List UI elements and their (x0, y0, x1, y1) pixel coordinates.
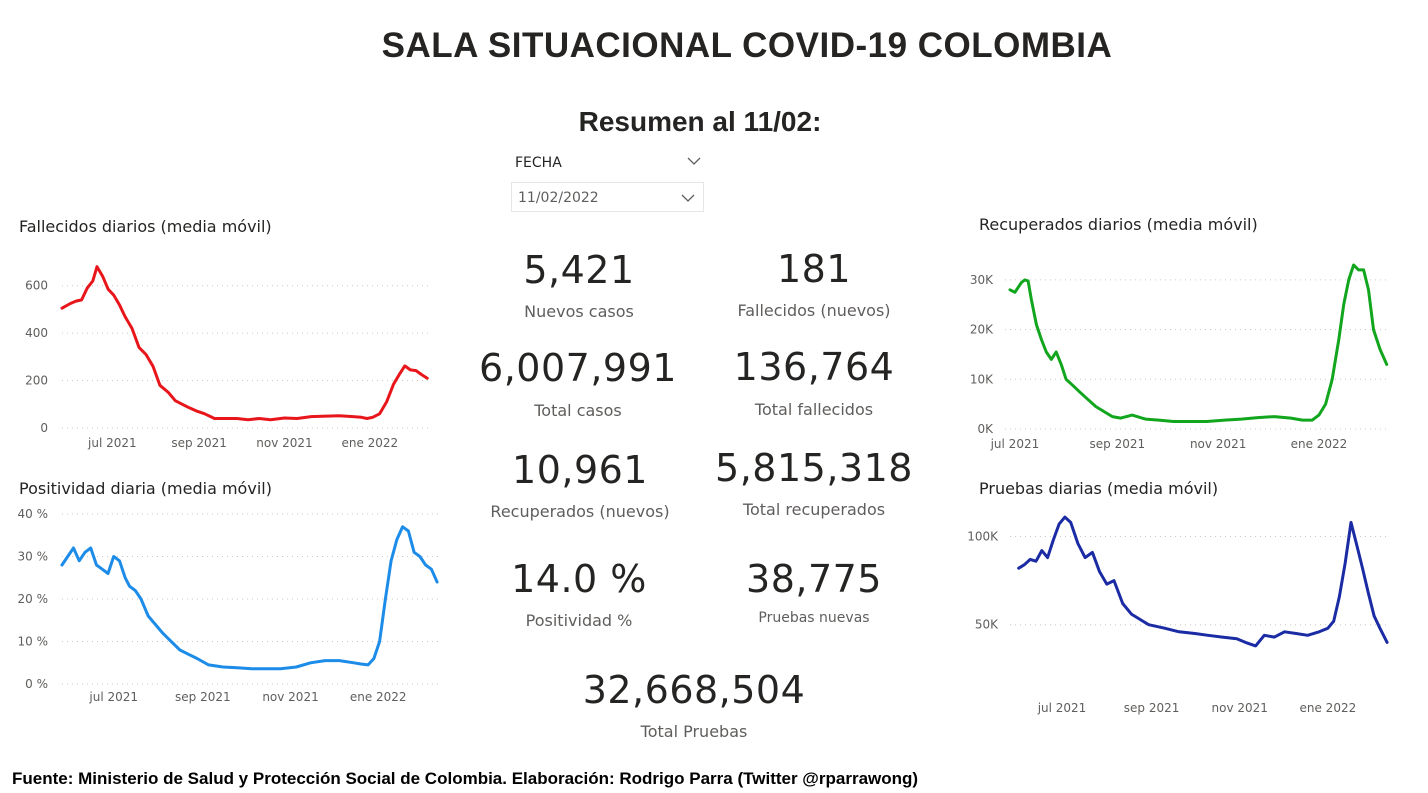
kpi-positividad-label: Positividad % (525, 611, 633, 630)
x-tick-label: sep 2021 (1090, 437, 1146, 451)
y-tick-label: 600 (25, 279, 48, 293)
x-tick-label: ene 2022 (1291, 437, 1348, 451)
x-tick-label: ene 2022 (350, 690, 407, 704)
series-line (1017, 515, 1389, 648)
x-tick-label: nov 2021 (256, 436, 312, 450)
y-tick-label: 0 % (25, 677, 48, 691)
kpi-total-pruebas-label: Total Pruebas (640, 722, 748, 741)
date-slicer-label: FECHA (515, 155, 562, 171)
kpi-pruebas-nuevas-value: 38,775 (746, 557, 882, 601)
x-tick-label: jul 2021 (87, 436, 137, 450)
kpi-total-fallecidos-label: Total fallecidos (754, 400, 874, 419)
x-tick-label: jul 2021 (1037, 701, 1087, 715)
chart-title-recuperados: Recuperados diarios (media móvil) (979, 215, 1258, 234)
kpi-total-recuperados-value: 5,815,318 (715, 446, 913, 490)
y-tick-label: 10K (970, 372, 994, 386)
y-tick-label: 50K (975, 618, 999, 632)
chart-fallecidos: 0 200 400 600 jul 2021 sep 2021 nov 2021 ene 20… (25, 265, 430, 450)
kpi-recuperados-nuevos-value: 10,961 (512, 448, 648, 492)
date-dropdown[interactable] (511, 182, 704, 212)
chart-recuperados: 0K 10K 20K 30K jul 2021 sep 2021 nov 2021 ene 2… (970, 263, 1390, 451)
x-tick-label: ene 2022 (341, 436, 398, 450)
x-tick-label: sep 2021 (171, 436, 227, 450)
chart-pruebas: 50K 100K jul 2021 sep 2021 nov 2021 ene 2022 (967, 515, 1390, 715)
x-tick-label: sep 2021 (1124, 701, 1180, 715)
kpi-total-fallecidos-value: 136,764 (733, 345, 895, 389)
chart-title-positividad: Positividad diaria (media móvil) (19, 479, 272, 498)
series-line (60, 525, 439, 671)
kpi-total-pruebas-value: 32,668,504 (582, 668, 806, 712)
x-tick-label: nov 2021 (1212, 701, 1268, 715)
kpi-total-recuperados-label: Total recuperados (742, 500, 886, 519)
y-tick-label: 400 (25, 326, 48, 340)
kpi-total-casos-value: 6,007,991 (479, 346, 677, 390)
chart-positividad: 0 % 10 % 20 % 30 % 40 % jul 2021 sep 2021 nov 2… (18, 507, 440, 704)
x-tick-label: sep 2021 (175, 690, 231, 704)
x-tick-label: nov 2021 (262, 690, 318, 704)
y-tick-label: 0 (40, 421, 48, 435)
kpi-nuevos-casos-label: Nuevos casos (524, 302, 634, 321)
x-tick-label: ene 2022 (1300, 701, 1357, 715)
kpi-nuevos-casos-value: 5,421 (523, 248, 635, 292)
series-line (60, 265, 429, 422)
source-footer: Fuente: Ministerio de Salud y Protección… (12, 769, 919, 788)
chart-title-pruebas: Pruebas diarias (media móvil) (979, 479, 1219, 498)
y-tick-label: 200 (25, 374, 48, 388)
kpi-fallecidos-nuevos-label: Fallecidos (nuevos) (737, 301, 891, 320)
x-tick-label: nov 2021 (1190, 437, 1246, 451)
kpi-fallecidos-nuevos-value: 181 (776, 247, 852, 291)
chevron-down-icon[interactable] (680, 190, 696, 206)
kpi-pruebas-nuevas-label: Pruebas nuevas (758, 610, 870, 626)
series-line (1008, 263, 1389, 423)
y-tick-label: 20 % (18, 592, 49, 606)
y-tick-label: 0K (977, 422, 994, 436)
y-tick-label: 40 % (18, 507, 49, 521)
y-tick-label: 10 % (18, 635, 49, 649)
kpi-recuperados-nuevos-label: Recuperados (nuevos) (490, 502, 670, 521)
x-tick-label: jul 2021 (990, 437, 1040, 451)
dashboard-title: SALA SITUACIONAL COVID-19 COLOMBIA (381, 26, 1113, 65)
y-tick-label: 30K (970, 273, 994, 287)
x-tick-label: jul 2021 (88, 690, 138, 704)
chart-title-fallecidos: Fallecidos diarios (media móvil) (19, 217, 272, 236)
kpi-total-casos-label: Total casos (534, 401, 622, 420)
slicer-collapse-chevron-icon[interactable] (686, 153, 702, 169)
summary-subtitle: Resumen al 11/02: (578, 106, 822, 137)
y-tick-label: 30 % (18, 550, 49, 564)
date-dropdown-value: 11/02/2022 (518, 190, 599, 206)
y-tick-label: 100K (967, 529, 999, 543)
y-tick-label: 20K (970, 323, 994, 337)
kpi-positividad-value: 14.0 % (511, 557, 647, 601)
